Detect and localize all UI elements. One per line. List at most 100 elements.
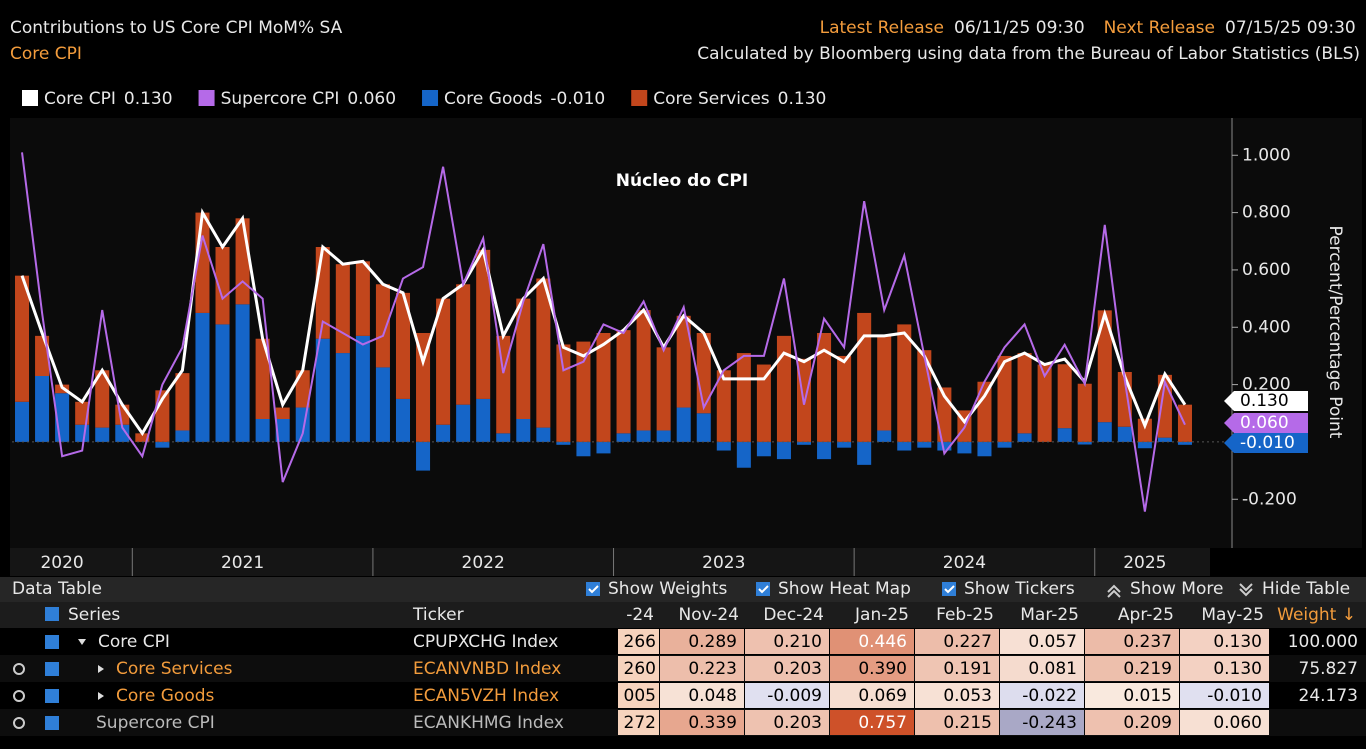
y-tick-label: 1.000: [1242, 145, 1291, 165]
ticker: CPUPXCHG Index: [413, 632, 558, 652]
bar: [195, 312, 210, 442]
ticker: ECANVNBD Index: [413, 659, 561, 679]
bar: [476, 398, 491, 442]
legend-swatch: [198, 90, 215, 106]
bar: [335, 353, 350, 442]
bar: [255, 338, 270, 419]
bar: [756, 441, 771, 457]
latest: 06/11/25 09:30: [954, 18, 1085, 38]
bar: [576, 441, 591, 457]
row-icon[interactable]: [13, 717, 25, 729]
checkbox[interactable]: [45, 689, 59, 703]
bar: [516, 419, 531, 442]
heat-cell: [745, 629, 829, 654]
series-name: Core CPI: [98, 632, 170, 652]
value-tag: [1224, 413, 1308, 433]
expander[interactable]: [98, 692, 104, 700]
annotation: Núcleo do CPI: [616, 171, 748, 191]
bar: [857, 312, 872, 442]
column-header: Series: [68, 605, 120, 625]
checkbox[interactable]: [45, 716, 59, 730]
heat-cell: [915, 683, 999, 708]
cell-value: 0.446: [858, 632, 907, 652]
cell-value: 0.215: [943, 713, 992, 733]
checkbox[interactable]: [586, 582, 600, 596]
bar: [496, 433, 511, 442]
cell-value: 0.219: [1123, 659, 1172, 679]
cell-value: 266: [624, 632, 656, 652]
bar: [1077, 383, 1092, 442]
cell-value: 0.203: [773, 713, 822, 733]
next: 07/15/25 09:30: [1225, 18, 1356, 38]
weight: 24.173: [1299, 686, 1358, 706]
heat-cell: [915, 656, 999, 681]
bar: [175, 373, 190, 431]
check: [588, 585, 599, 594]
heat-cell: [660, 710, 744, 735]
x-tick-label: 2021: [221, 553, 264, 573]
y-tick-label: -0.200: [1242, 489, 1297, 509]
heat-cell: [618, 710, 659, 735]
bar: [616, 433, 631, 442]
toggle[interactable]: Hide Table: [1262, 579, 1350, 599]
bar: [977, 381, 992, 442]
checkbox[interactable]: [45, 607, 59, 621]
cell-value: 0.757: [858, 713, 907, 733]
bar: [1017, 433, 1032, 442]
bar: [1097, 422, 1112, 442]
bar: [95, 427, 110, 442]
bar: [676, 407, 691, 442]
bar: [977, 441, 992, 457]
bar: [255, 419, 270, 442]
expander[interactable]: [78, 639, 86, 645]
bar: [817, 333, 832, 442]
legend-value: 0.060: [347, 89, 396, 109]
row-icon[interactable]: [13, 663, 25, 675]
ticker: ECANKHMG Index: [413, 713, 564, 733]
bar: [937, 441, 952, 451]
next-label: Next Release: [1104, 18, 1215, 38]
heat-cell: [1085, 656, 1179, 681]
bar: [1137, 418, 1152, 442]
bar: [1077, 441, 1092, 445]
heat-cell: [830, 683, 914, 708]
cell-value: -0.022: [1022, 686, 1077, 706]
heat-cell: [660, 683, 744, 708]
bar: [997, 355, 1012, 442]
toggle[interactable]: Show Heat Map: [778, 579, 911, 599]
value-tag: [1224, 433, 1308, 453]
source: Calculated by Bloomberg using data from …: [697, 44, 1360, 64]
bar: [315, 338, 330, 442]
cell-value: 0.048: [688, 686, 737, 706]
checkbox[interactable]: [942, 582, 956, 596]
checkbox[interactable]: [45, 662, 59, 676]
bar: [1117, 426, 1132, 442]
legend-swatch: [422, 90, 439, 106]
expander[interactable]: [98, 665, 104, 673]
series-name: Core Goods: [116, 686, 215, 706]
cell-value: 0.223: [688, 659, 737, 679]
cell-value: 0.130: [1213, 632, 1262, 652]
toggle[interactable]: Show More: [1130, 579, 1223, 599]
bar: [235, 218, 250, 305]
heat-cell: [618, 683, 659, 708]
table-header-bg: [0, 602, 1366, 628]
bar: [135, 433, 150, 442]
checkbox[interactable]: [756, 582, 770, 596]
bar: [536, 278, 551, 428]
legend-value: 0.130: [778, 89, 827, 109]
toggle[interactable]: Show Tickers: [964, 579, 1075, 599]
toggle[interactable]: Show Weights: [608, 579, 728, 599]
checkbox[interactable]: [45, 635, 59, 649]
heat-cell: [915, 710, 999, 735]
bar: [877, 335, 892, 431]
bar: [295, 407, 310, 442]
bar: [375, 367, 390, 442]
bar: [355, 335, 370, 442]
series-name: Core Services: [116, 659, 233, 679]
bar: [35, 376, 50, 442]
row-icon[interactable]: [13, 690, 25, 702]
bar: [516, 298, 531, 419]
bar: [115, 424, 130, 442]
